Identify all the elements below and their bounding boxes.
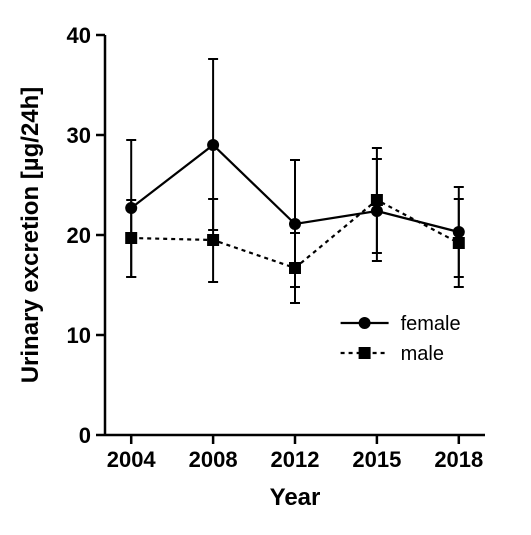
marker-circle xyxy=(289,218,301,230)
marker-square xyxy=(453,237,465,249)
marker-square xyxy=(125,232,137,244)
y-axis-label: Urinary excretion [µg/24h] xyxy=(17,87,44,384)
x-axis-label: Year xyxy=(270,484,321,511)
x-tick-label: 2008 xyxy=(189,447,238,472)
x-tick-label: 2015 xyxy=(352,447,401,472)
y-tick-label: 20 xyxy=(67,223,91,248)
y-tick-label: 10 xyxy=(67,323,91,348)
x-tick-label: 2018 xyxy=(434,447,483,472)
x-tick-label: 2012 xyxy=(271,447,320,472)
marker-circle xyxy=(207,139,219,151)
y-tick-label: 30 xyxy=(67,123,91,148)
x-tick-label: 2004 xyxy=(107,447,157,472)
legend-marker-square xyxy=(359,347,371,359)
chart-svg: 0 10 20 30 40 2004 2008 2012 2015 2018 Year Urinary… xyxy=(0,0,531,535)
marker-square xyxy=(207,234,219,246)
legend-marker-circle xyxy=(359,317,371,329)
chart-container: 0 10 20 30 40 2004 2008 2012 2015 2018 Year Urinary… xyxy=(0,0,531,535)
legend-label: male xyxy=(401,343,444,365)
y-tick-label: 40 xyxy=(67,23,91,48)
legend-label: female xyxy=(401,313,461,335)
marker-square xyxy=(289,262,301,274)
y-tick-label: 0 xyxy=(79,423,91,448)
marker-square xyxy=(371,194,383,206)
